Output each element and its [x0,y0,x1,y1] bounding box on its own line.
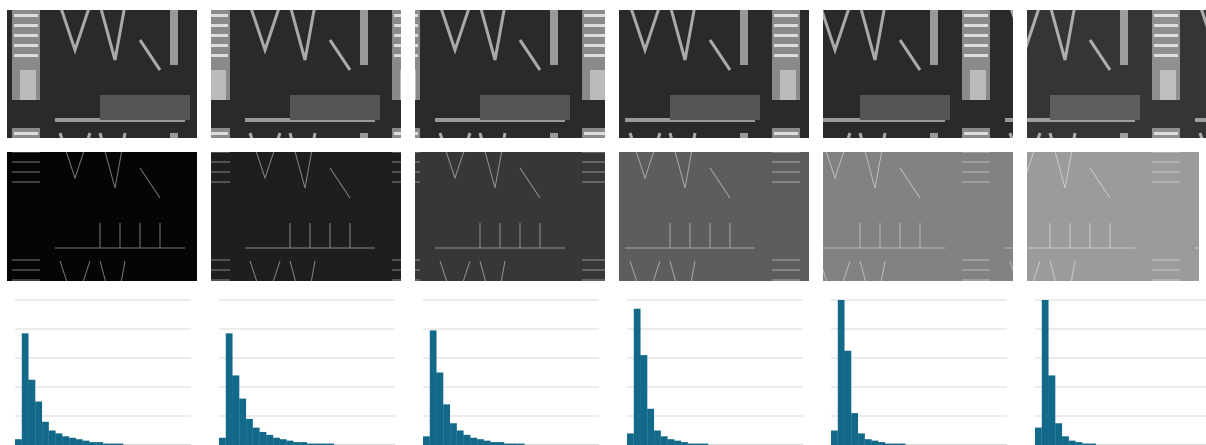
histogram-bar [226,333,233,445]
histogram-bar [437,373,444,445]
histogram-bar [287,441,294,445]
histogram-bar [641,355,648,445]
image-panels [7,10,1206,281]
histogram-bar [627,433,634,445]
histogram-bar [845,351,852,445]
gray-image [211,10,401,138]
histogram-bar [15,439,22,445]
histogram-bar [423,436,430,445]
histogram-bar [464,435,471,445]
histogram-bar [1062,436,1069,445]
gray-image [7,10,197,138]
histogram-bar [634,309,641,445]
histogram-bar [668,439,675,445]
histogram-bar [219,438,226,445]
figure [0,0,1206,445]
histogram-bar [239,399,246,445]
histogram-bar [470,438,477,445]
page: {"chart_data": [ {"type": "histogram", "… [0,0,1206,445]
edge-image [7,152,197,281]
histogram-bar [430,330,437,445]
histogram-bar [851,413,858,445]
histogram-bar [1049,375,1056,445]
edge-image [1027,152,1199,281]
histogram-bar [76,439,83,445]
histogram-bar [457,431,464,445]
histogram-bar [280,439,287,445]
histogram-bar [83,441,90,445]
histogram-bar [253,428,260,445]
histogram-bar [233,375,240,445]
histogram-bar [838,300,845,445]
histogram-bar [246,419,253,445]
gray-image [619,10,809,138]
histogram-bar [260,432,267,445]
histogram-bar [1069,441,1076,445]
histogram-bar [484,441,491,445]
histogram-bar [35,402,42,445]
histogram-bar [661,436,668,445]
histogram-bar [42,422,49,445]
gray-image [1027,10,1206,138]
histogram-bar [443,404,450,445]
histogram-bar [273,438,280,445]
histogram-bar [654,431,661,445]
histogram-bar [872,441,879,445]
histogram-bar [56,433,63,445]
histogram-bar [477,439,484,445]
histogram-bar [647,409,654,445]
histogram-bar [858,433,865,445]
histogram-bar [450,423,457,445]
histogram-bar [831,431,838,445]
histogram-bar [674,441,681,445]
histogram-bar [266,435,273,445]
histogram-bar [69,438,76,445]
edge-image [619,152,809,281]
histogram-bar [22,333,29,445]
histogram-bar [865,439,872,445]
histogram-bar [62,436,69,445]
edge-image [211,152,401,281]
histogram-bar [1042,300,1049,445]
edge-image [415,152,605,281]
histogram-bar [29,380,36,445]
gray-image [415,10,605,138]
histogram-bar [1035,428,1042,445]
edge-image [823,152,1013,281]
histogram-bar [49,431,56,445]
gray-image [823,10,1013,138]
histogram-bar [1055,423,1062,445]
